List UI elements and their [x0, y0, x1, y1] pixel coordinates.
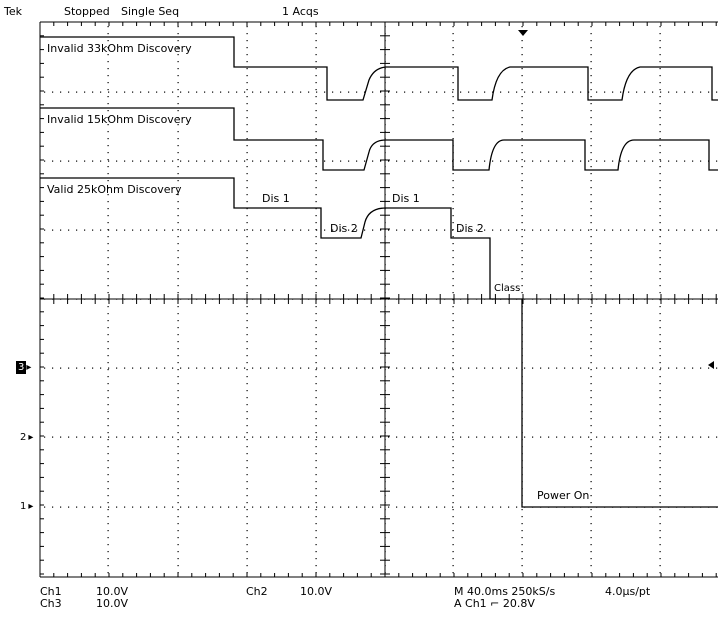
waveform-invalid-33k [40, 36, 718, 101]
graticule [39, 21, 718, 578]
trace-label-valid-25k: Valid 25kOhm Discovery [47, 183, 182, 196]
ch2-name: Ch2 [246, 585, 268, 598]
trigger-readout: A Ch1 ⌐ 20.8V [454, 597, 535, 610]
channel-marker-2[interactable]: 2 ▸ [20, 432, 34, 443]
channel-marker-3[interactable]: 3 ▸ [16, 361, 32, 374]
ch3-name: Ch3 [40, 597, 62, 610]
annotation-dis1-left: Dis 1 [262, 192, 290, 205]
brand-label: Tek [4, 5, 22, 18]
annotation-dis2-left: Dis 2 [330, 222, 358, 235]
ch3-right-arrow-icon [708, 361, 714, 369]
annotation-power-on: Power On [537, 489, 590, 502]
annotation-class: Class [494, 283, 521, 294]
trigger-position-icon [518, 30, 528, 36]
channel-marker-1[interactable]: 1 ▸ [20, 501, 34, 512]
annotation-dis2-right: Dis 2 [456, 222, 484, 235]
marker-arrow-icon: ▸ [28, 501, 34, 512]
acquisition-count: 1 Acqs [282, 5, 319, 18]
timebase-readout: M 40.0ms 250kS/s [454, 585, 556, 598]
waveforms [40, 36, 718, 508]
acquisition-mode: Single Seq [121, 5, 180, 18]
ch1-name: Ch1 [40, 585, 62, 598]
trace-label-invalid-15k: Invalid 15kOhm Discovery [47, 113, 192, 126]
trace-label-invalid-33k: Invalid 33kOhm Discovery [47, 42, 192, 55]
acquisition-state: Stopped [64, 5, 110, 18]
waveform-valid-25k [40, 177, 718, 508]
ch3-scale: 10.0V [96, 597, 129, 610]
ch2-scale: 10.0V [300, 585, 333, 598]
resolution-readout: 4.0µs/pt [605, 585, 651, 598]
ch1-scale: 10.0V [96, 585, 129, 598]
marker-arrow-icon: ▸ [26, 362, 32, 373]
annotation-dis1-right: Dis 1 [392, 192, 420, 205]
waveform-invalid-15k [40, 107, 718, 171]
marker-arrow-icon: ▸ [28, 432, 34, 443]
